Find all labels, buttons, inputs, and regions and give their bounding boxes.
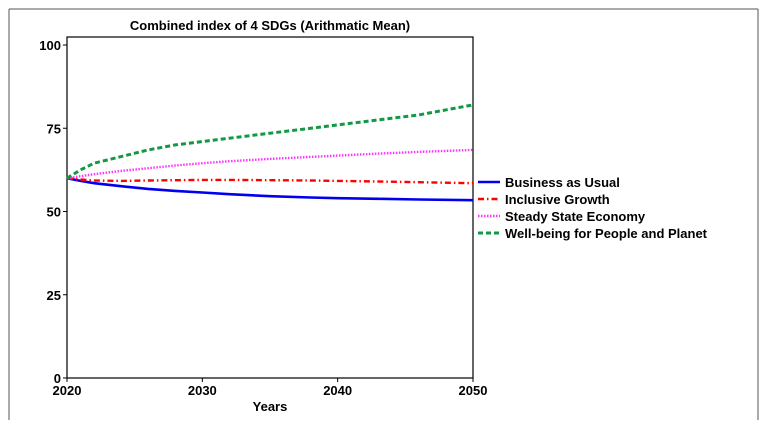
plot-area: [66, 36, 474, 379]
legend-label-4: Well-being for People and Planet: [505, 226, 708, 241]
series-lines: [66, 103, 474, 202]
chart-title: Combined index of 4 SDGs (Arithmatic Mea…: [130, 18, 410, 33]
legend-label-2: Inclusive Growth: [505, 192, 610, 207]
legend-label-3: Steady State Economy: [505, 209, 646, 224]
series-line-4: [66, 103, 474, 180]
x-axis-title: Years: [253, 399, 288, 414]
x-axis-ticks: 2020 2030 2040 2050: [53, 378, 488, 398]
y-tick-label: 100: [39, 38, 61, 53]
series-line-2: [66, 177, 474, 185]
y-tick-label: 25: [47, 288, 61, 303]
x-tick-label: 2030: [188, 383, 217, 398]
series-line-1: [66, 176, 474, 202]
legend: Business as Usual Inclusive Growth Steady …: [478, 175, 708, 241]
y-axis-ticks: 0 25 50 75 100: [39, 38, 67, 386]
y-tick-label: 0: [54, 371, 61, 386]
y-tick-label: 50: [47, 205, 61, 220]
y-tick-label: 75: [47, 121, 61, 136]
x-tick-label: 2040: [323, 383, 352, 398]
legend-label-1: Business as Usual: [505, 175, 620, 190]
x-tick-label: 2020: [53, 383, 82, 398]
x-tick-label: 2050: [459, 383, 488, 398]
